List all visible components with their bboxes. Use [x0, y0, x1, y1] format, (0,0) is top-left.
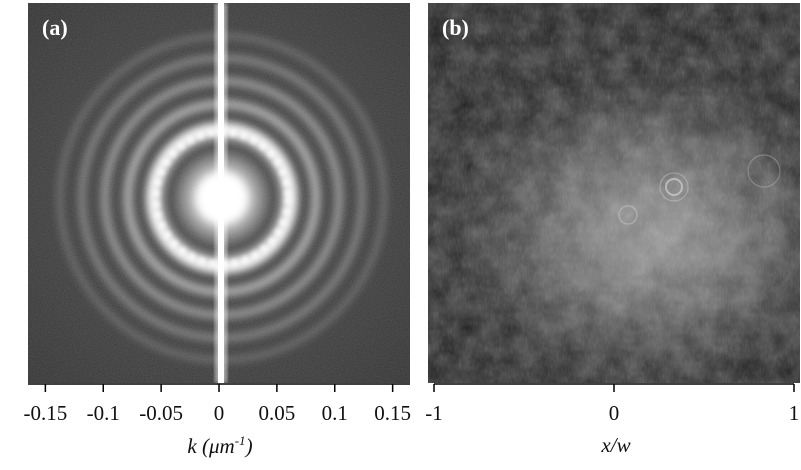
x-axis-title-a: k (μm-1): [187, 433, 253, 458]
panel-label-a: (a): [42, 15, 68, 40]
x-axis-unit-exp-a: -1: [234, 433, 246, 448]
x-tick-label: -0.1: [86, 401, 120, 425]
panel-a-image: (a): [28, 3, 410, 383]
x-tick-label: 0: [608, 401, 620, 425]
x-tick-label: 0.05: [258, 401, 296, 425]
x-axis-var-a: k: [187, 434, 197, 458]
panel-label-b: (b): [442, 15, 469, 40]
x-axis-a: -0.15 -0.1 -0.05 0 0.05 0.1 0.15 k (μm-1): [0, 383, 420, 470]
x-tick-label: 0: [213, 401, 225, 425]
x-tick-label: -1: [425, 401, 443, 425]
x-axis-a-ticks: [28, 383, 410, 392]
x-axis-b: -1 0 1 x/w: [420, 383, 801, 470]
speckle-pattern-image: [428, 3, 800, 383]
x-tick-label: -0.15: [23, 401, 68, 425]
x-tick-label: -0.05: [139, 401, 183, 425]
x-axis-b-ticks: [433, 383, 795, 392]
x-axis-title-b: x/w: [601, 433, 631, 457]
ring-pattern-image: [28, 3, 410, 383]
x-tick-label: 0.15: [374, 401, 411, 425]
x-tick-label: 0.1: [321, 401, 348, 425]
x-axis-unit-a: μm: [209, 434, 235, 458]
x-tick-label: 1: [788, 401, 800, 425]
panel-b-image: (b): [428, 3, 800, 383]
